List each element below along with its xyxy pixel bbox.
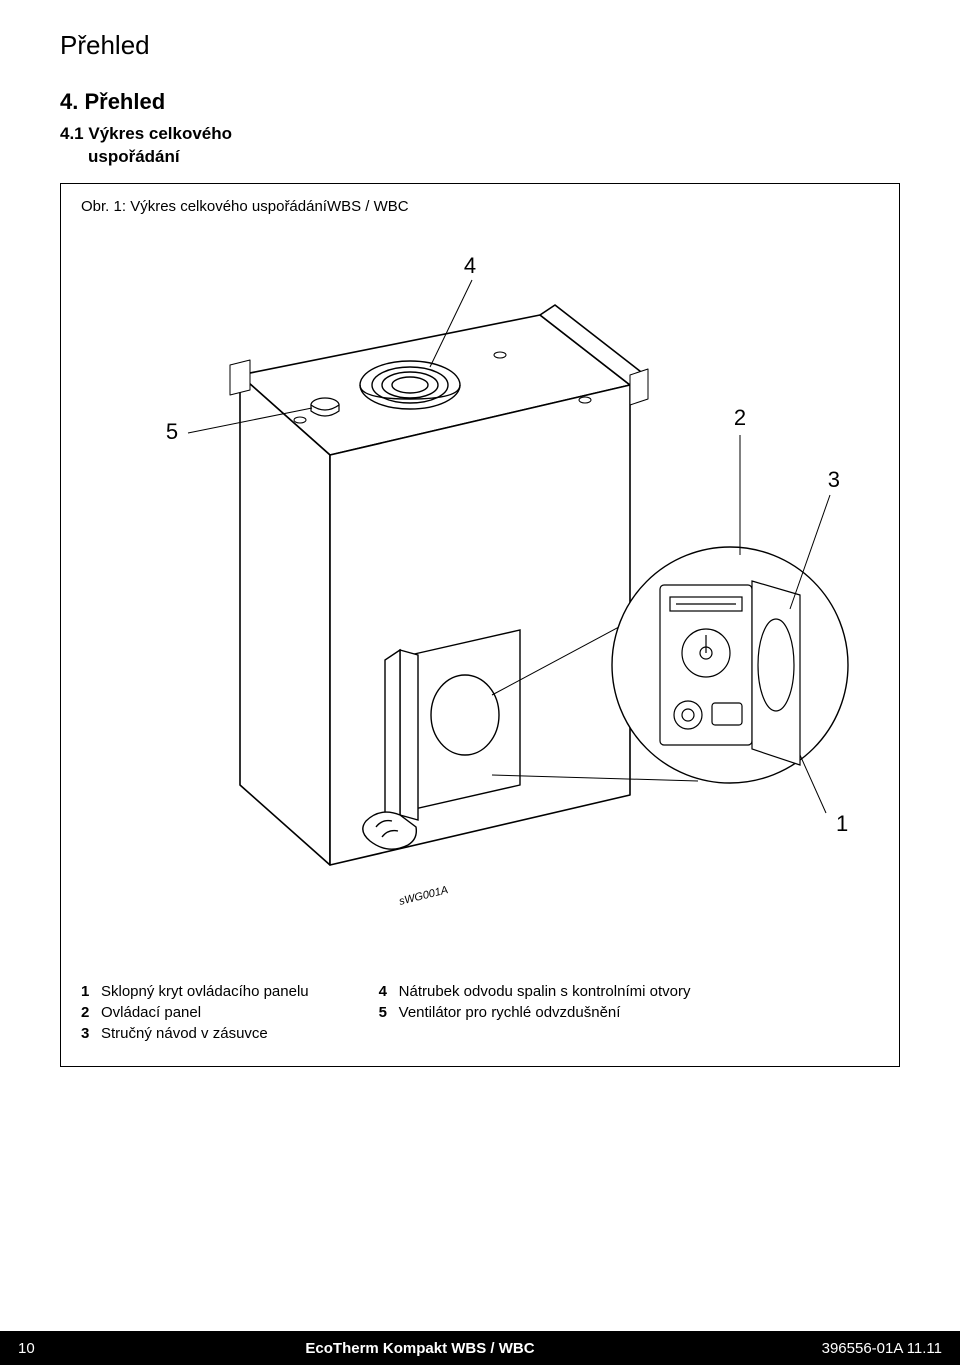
- footer: 10 EcoTherm Kompakt WBS / WBC 396556-01A…: [0, 1331, 960, 1365]
- legend-item: 3 Stručný návod v zásuvce: [81, 1025, 309, 1042]
- callout-3: 3: [828, 467, 840, 492]
- diagram-container: 4 5 2 3 1 sWG001A: [81, 225, 879, 965]
- legend-num: 4: [379, 983, 393, 1000]
- legend-num: 2: [81, 1004, 95, 1021]
- callout-2: 2: [734, 405, 746, 430]
- legend-item: 4 Nátrubek odvodu spalin s kontrolními o…: [379, 983, 691, 1000]
- figure-caption: Obr. 1: Výkres celkového uspořádáníWBS /…: [81, 198, 879, 215]
- footer-page-number: 10: [0, 1340, 60, 1357]
- legend-left: 1 Sklopný kryt ovládacího panelu 2 Ovlád…: [81, 983, 309, 1042]
- legend-text: Ventilátor pro rychlé odvzdušnění: [399, 1004, 621, 1021]
- footer-title: EcoTherm Kompakt WBS / WBC: [60, 1340, 780, 1357]
- boiler-diagram: 4 5 2 3 1 sWG001A: [100, 225, 860, 965]
- legend-num: 5: [379, 1004, 393, 1021]
- legend-item: 5 Ventilátor pro rychlé odvzdušnění: [379, 1004, 691, 1021]
- legend-text: Stručný návod v zásuvce: [101, 1025, 268, 1042]
- subsection-number: 4.1: [60, 124, 84, 143]
- subsection-title-line1: Výkres celkového: [88, 124, 232, 143]
- legend-item: 1 Sklopný kryt ovládacího panelu: [81, 983, 309, 1000]
- legend-text: Ovládací panel: [101, 1004, 201, 1021]
- page: Přehled 4. Přehled 4.1 Výkres celkového …: [0, 0, 960, 1365]
- drawing-code: sWG001A: [398, 884, 450, 908]
- page-title: Přehled: [60, 30, 900, 61]
- section-heading: 4. Přehled: [60, 89, 900, 115]
- subsection-title-line2: uspořádání: [88, 146, 900, 169]
- legend-num: 1: [81, 983, 95, 1000]
- footer-doc-id: 396556-01A 11.11: [780, 1340, 960, 1357]
- subsection-heading: 4.1 Výkres celkového uspořádání: [60, 123, 900, 169]
- callout-1: 1: [836, 811, 848, 836]
- legend-num: 3: [81, 1025, 95, 1042]
- legend-text: Nátrubek odvodu spalin s kontrolními otv…: [399, 983, 691, 1000]
- legend-item: 2 Ovládací panel: [81, 1004, 309, 1021]
- callout-5: 5: [166, 419, 178, 444]
- callout-4: 4: [464, 253, 476, 278]
- legend: 1 Sklopný kryt ovládacího panelu 2 Ovlád…: [81, 983, 879, 1042]
- legend-text: Sklopný kryt ovládacího panelu: [101, 983, 309, 1000]
- figure-frame: Obr. 1: Výkres celkového uspořádáníWBS /…: [60, 183, 900, 1067]
- legend-right: 4 Nátrubek odvodu spalin s kontrolními o…: [379, 983, 691, 1042]
